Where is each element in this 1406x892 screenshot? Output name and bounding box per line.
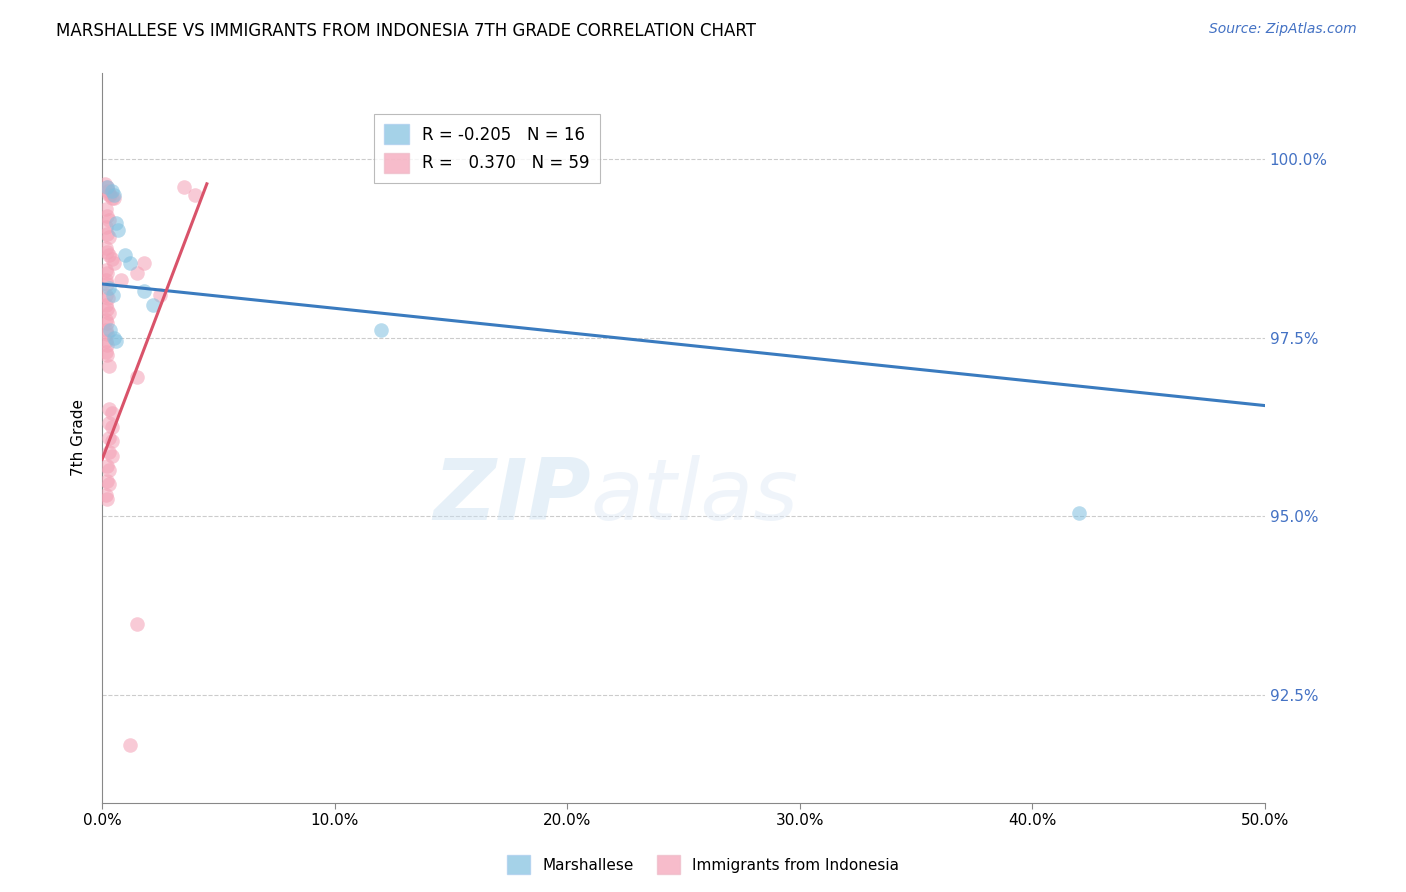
Point — [94, 312, 117, 326]
Point — [98, 402, 121, 417]
Point — [100, 252, 122, 266]
Point — [96, 316, 118, 330]
Point — [127, 266, 149, 280]
Point — [94, 334, 117, 349]
Point — [103, 191, 125, 205]
Text: MARSHALLESE VS IMMIGRANTS FROM INDONESIA 7TH GRADE CORRELATION CHART: MARSHALLESE VS IMMIGRANTS FROM INDONESIA… — [56, 22, 756, 40]
Point — [98, 359, 121, 374]
Point — [98, 477, 121, 491]
Point — [100, 449, 122, 463]
Point — [98, 463, 121, 477]
Point — [127, 616, 149, 631]
Point — [97, 184, 120, 198]
Point — [103, 255, 125, 269]
Point — [96, 349, 118, 363]
Point — [94, 262, 117, 277]
Point — [96, 180, 118, 194]
Point — [96, 277, 118, 291]
Point — [142, 298, 165, 312]
Point — [96, 266, 118, 280]
Point — [96, 491, 118, 506]
Point — [370, 323, 392, 337]
Point — [96, 227, 118, 241]
Point — [107, 223, 129, 237]
Point — [94, 273, 117, 287]
Text: atlas: atlas — [591, 455, 799, 538]
Point — [103, 187, 125, 202]
Point — [98, 305, 121, 319]
Point — [96, 459, 118, 474]
Point — [96, 244, 118, 259]
Y-axis label: 7th Grade: 7th Grade — [72, 400, 86, 476]
Point — [96, 301, 118, 316]
Point — [1067, 506, 1090, 520]
Point — [132, 255, 155, 269]
Point — [127, 370, 149, 384]
Point — [114, 248, 136, 262]
Point — [100, 420, 122, 434]
Point — [96, 209, 118, 223]
Point — [93, 177, 115, 191]
Point — [97, 291, 120, 305]
Point — [94, 345, 117, 359]
Point — [98, 431, 121, 445]
Point — [98, 212, 121, 227]
Point — [94, 323, 117, 337]
Point — [101, 287, 124, 301]
Point — [96, 180, 118, 194]
Legend: R = -0.205   N = 16, R =   0.370   N = 59: R = -0.205 N = 16, R = 0.370 N = 59 — [374, 114, 599, 183]
Point — [100, 406, 122, 420]
Point — [105, 216, 128, 230]
Point — [103, 330, 125, 344]
Point — [96, 474, 118, 488]
Point — [96, 326, 118, 341]
Point — [149, 287, 172, 301]
Point — [94, 488, 117, 502]
Point — [96, 338, 118, 352]
Point — [98, 445, 121, 459]
Point — [110, 273, 132, 287]
Text: ZIP: ZIP — [433, 455, 591, 538]
Point — [120, 255, 142, 269]
Point — [98, 417, 121, 431]
Point — [98, 230, 121, 244]
Point — [184, 187, 207, 202]
Legend: Marshallese, Immigrants from Indonesia: Marshallese, Immigrants from Indonesia — [501, 849, 905, 880]
Text: Source: ZipAtlas.com: Source: ZipAtlas.com — [1209, 22, 1357, 37]
Point — [98, 187, 121, 202]
Point — [94, 287, 117, 301]
Point — [98, 187, 121, 202]
Point — [94, 298, 117, 312]
Point — [100, 434, 122, 449]
Point — [173, 180, 195, 194]
Point — [94, 202, 117, 216]
Point — [94, 219, 117, 234]
Point — [132, 284, 155, 298]
Point — [105, 334, 128, 349]
Point — [120, 739, 142, 753]
Point — [98, 280, 121, 294]
Point — [98, 248, 121, 262]
Point — [98, 323, 121, 337]
Point — [94, 241, 117, 255]
Point — [100, 184, 122, 198]
Point — [100, 191, 122, 205]
